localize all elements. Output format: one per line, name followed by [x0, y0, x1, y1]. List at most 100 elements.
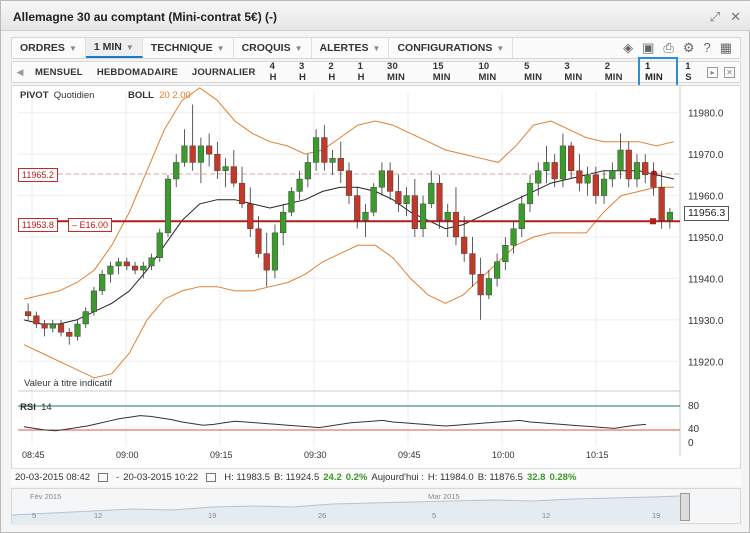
pivot-price-tag: 11965.2: [18, 168, 58, 182]
nav-month-feb: Fév 2015: [30, 492, 62, 501]
candle: [255, 228, 262, 254]
chart-area[interactable]: 11980.0 11970.0 11960.0 11950.0 11940.0 11930…: [11, 85, 741, 485]
today-high: H: 11984.0: [427, 472, 474, 483]
price-chart[interactable]: 11980.0 11970.0 11960.0 11950.0 11940.0 11930…: [12, 86, 742, 469]
candle: [321, 137, 328, 163]
y-tick-label: 11950.0: [688, 233, 724, 244]
grid-icon[interactable]: ▦: [719, 40, 732, 55]
candle: [469, 253, 476, 275]
navigator[interactable]: Fév 2015 Mar 2015 5 12 19 26 5 12 19: [11, 488, 741, 525]
date-from[interactable]: 20-03-2015 08:42: [15, 472, 91, 483]
candle: [115, 261, 122, 267]
candle: [502, 245, 509, 263]
candle: [57, 323, 65, 333]
navigator-handle[interactable]: [680, 493, 690, 521]
candle: [197, 145, 204, 163]
calendar-icon[interactable]: [98, 473, 109, 482]
x-tick-label: 09:45: [398, 450, 421, 460]
tf-3h[interactable]: 3 H: [298, 61, 307, 83]
menu-alertes[interactable]: ALERTES ▼: [312, 38, 390, 58]
nav-tick: 12: [94, 511, 103, 520]
tf-1s[interactable]: 1 S: [685, 61, 692, 83]
tf-mensuel[interactable]: MENSUEL: [34, 66, 83, 78]
indicative-note: Valeur à titre indicatif: [24, 378, 113, 389]
navigator-sparkline: [12, 495, 681, 525]
candle: [288, 191, 295, 213]
tf-4h[interactable]: 4 H: [269, 61, 277, 83]
tf-5min[interactable]: 5 MIN: [524, 61, 543, 83]
pivot-indicator-label[interactable]: PIVOT Quotidien: [20, 90, 95, 101]
menu-croquis[interactable]: CROQUIS ▼: [234, 38, 312, 58]
candle: [510, 228, 517, 246]
chevron-down-icon: ▼: [125, 42, 134, 52]
chevron-down-icon: ▼: [294, 43, 303, 53]
tf-30min[interactable]: 30 MIN: [387, 61, 406, 83]
chevron-down-icon: ▼: [216, 43, 225, 53]
calendar-icon[interactable]: [206, 473, 217, 482]
menu-interval[interactable]: 1 MIN ▼: [85, 38, 143, 58]
today-change: 32.8: [526, 472, 546, 483]
candle: [650, 174, 657, 188]
position-price-tag[interactable]: 11953.8: [18, 218, 58, 232]
candle: [263, 253, 270, 271]
candle: [370, 187, 377, 213]
close-icon[interactable]: ✕: [730, 9, 741, 24]
y-tick-label: 11960.0: [688, 192, 724, 203]
rsi-indicator-label[interactable]: RSI 14: [20, 402, 52, 413]
tf-10min[interactable]: 10 MIN: [478, 61, 497, 83]
x-tick-label: 09:30: [304, 450, 327, 460]
print-icon[interactable]: ⎙: [663, 40, 674, 55]
tf-1h[interactable]: 1 H: [357, 61, 365, 83]
date-to[interactable]: 20-03-2015 10:22: [123, 472, 199, 483]
tf-journalier[interactable]: JOURNALIER: [191, 66, 256, 78]
candle: [403, 195, 410, 205]
position-pl-tag[interactable]: – E16.00: [68, 218, 113, 232]
candle: [345, 170, 353, 196]
candle: [617, 149, 624, 171]
menu-ordres[interactable]: ORDRES ▼: [12, 38, 86, 58]
candle: [354, 195, 361, 221]
tf-15min[interactable]: 15 MIN: [432, 61, 451, 83]
candle: [247, 203, 254, 229]
chevron-down-icon: ▼: [68, 43, 77, 53]
tf-2h[interactable]: 2 H: [328, 61, 336, 83]
candle: [494, 261, 501, 279]
nav-tick: 19: [652, 511, 661, 520]
tf-1min[interactable]: 1 MIN: [637, 57, 679, 87]
candle: [633, 162, 641, 180]
tf-2min[interactable]: 2 MIN: [604, 61, 623, 83]
candle: [164, 178, 172, 234]
change-pct: 0.2%: [345, 472, 368, 483]
tf-3min[interactable]: 3 MIN: [564, 61, 583, 83]
layers-icon[interactable]: ◈: [623, 40, 634, 55]
menu-technique[interactable]: TECHNIQUE ▼: [143, 38, 234, 58]
today-change-pct: 0.28%: [549, 472, 577, 483]
candle: [551, 162, 558, 180]
candle: [329, 158, 336, 163]
expand-icon[interactable]: ⤢: [709, 9, 721, 24]
candle: [526, 182, 534, 205]
scroll-left-icon[interactable]: ◀: [16, 66, 24, 77]
boll-indicator-label[interactable]: BOLL 20 2.00: [128, 90, 191, 101]
help-icon[interactable]: ?: [703, 40, 711, 55]
candle: [206, 145, 213, 155]
close-small-icon[interactable]: ✕: [724, 66, 736, 78]
nav-month-mar: Mar 2015: [428, 492, 460, 501]
tf-hebdomadaire[interactable]: HEBDOMADAIRE: [96, 66, 178, 78]
candle: [576, 170, 583, 184]
scroll-right-icon[interactable]: ▸: [707, 66, 719, 78]
today-low: B: 11876.5: [477, 472, 523, 483]
candle: [568, 145, 575, 171]
candle: [461, 236, 468, 254]
status-bar: 20-03-2015 08:42 - 20-03-2015 10:22 H: 1…: [11, 468, 741, 486]
rsi-tick-label: 40: [688, 424, 700, 435]
image-icon[interactable]: ▣: [642, 40, 655, 55]
gear-icon[interactable]: ⚙: [682, 40, 695, 55]
candle: [313, 137, 320, 163]
rsi-line: [23, 415, 647, 432]
candle: [387, 170, 394, 192]
candle: [230, 166, 237, 184]
candle: [214, 153, 221, 171]
menu-configurations[interactable]: CONFIGURATIONS ▼: [389, 38, 514, 58]
